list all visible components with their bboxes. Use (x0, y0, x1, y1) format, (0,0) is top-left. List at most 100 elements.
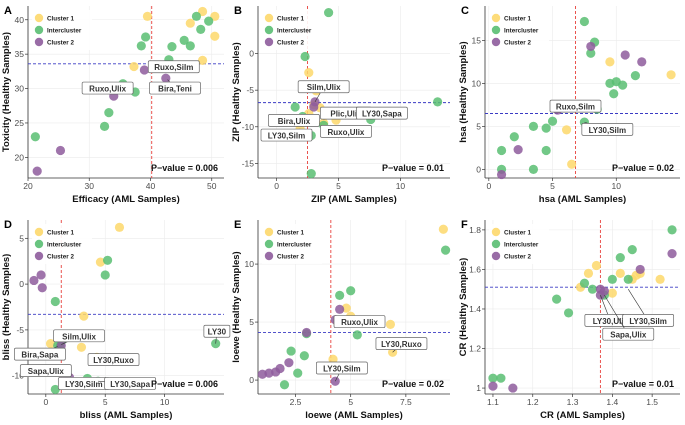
point-label: Silm,Ulix (307, 83, 341, 92)
data-point (142, 11, 153, 21)
x-tick-label: 50 (207, 181, 217, 191)
data-point (346, 286, 356, 296)
data-point (328, 354, 338, 364)
y-tick-label: 0 (476, 164, 481, 174)
point-label: Ruxo,Ulix (89, 85, 126, 94)
data-point (167, 41, 177, 52)
y-tick-label: 1.4 (469, 304, 481, 314)
point-label: Ruxo,Silm (556, 103, 595, 112)
x-tick-label: 5 (336, 181, 341, 191)
point-label-box (333, 315, 386, 328)
x-tick-label: 30 (85, 181, 95, 191)
legend-swatch (491, 25, 501, 35)
data-point (513, 145, 523, 155)
panel-letter: B (234, 5, 242, 17)
data-point (579, 16, 590, 27)
data-point (114, 222, 125, 232)
point-label: LY30,Silm (629, 317, 667, 326)
data-point (286, 346, 296, 356)
legend-label: Cluster 2 (277, 254, 304, 261)
y-tick-label: 25 (15, 118, 25, 128)
data-point (102, 255, 113, 265)
p-value: P−value = 0.006 (151, 163, 218, 173)
data-point (32, 166, 42, 176)
data-point (204, 16, 214, 26)
point-label-box (581, 122, 634, 136)
data-point (104, 108, 114, 118)
p-value: P−value = 0.006 (151, 379, 218, 389)
point-label: LY30,Silm (268, 132, 306, 141)
point-label: LY30,Sapa (110, 380, 150, 389)
panel-f: 1.1 1.2 1.3 1.4 1.5 1 1.2 1.4 1.6 1.8 LY30,Ulix LY3… (458, 219, 680, 421)
y-axis-title: Toxicity (Healthy Samples) (1, 32, 12, 152)
legend-swatch (264, 13, 274, 23)
point-label: Bira,Sapa (21, 351, 58, 360)
y-tick-label: 15 (472, 35, 482, 45)
data-point (666, 70, 676, 80)
x-tick-label: 1.5 (646, 397, 658, 407)
data-point (618, 80, 628, 90)
point-label-box (203, 324, 231, 338)
point-label: Ruxo,Silm (154, 63, 193, 72)
x-tick-label: 0 (43, 397, 48, 407)
data-point (306, 169, 316, 179)
data-point (185, 18, 195, 28)
panel-e: 2.5 5 7.5 0 5 10 Ruxo,Ulix LY30,Ruxo LY30,Silm Cl… (231, 219, 451, 421)
y-tick-label: -5 (246, 85, 254, 95)
y-axis-title: CR (Healthy Samples) (458, 258, 469, 357)
data-point (299, 351, 309, 361)
y-axis-title: loewe (Healthy Samples) (231, 251, 242, 362)
point-label: LY30,Ruxo (93, 356, 134, 365)
y-tick-label: 0 (249, 375, 254, 385)
point-label-box (104, 377, 157, 390)
data-point (563, 308, 574, 318)
y-tick-label: 0 (19, 279, 24, 289)
legend-label: Intercluster (47, 242, 82, 249)
x-tick-label: 1.4 (606, 397, 618, 407)
data-point (95, 257, 106, 267)
data-point (45, 339, 56, 349)
y-tick-label: 5 (19, 233, 24, 243)
legend-swatch (491, 251, 501, 261)
data-point (129, 61, 139, 72)
data-point (293, 368, 303, 378)
point-label-box (147, 60, 200, 74)
panel-c: 0 5 10 0 5 10 15 Ruxo,Silm LY30,Silm Cluster 1 Int… (458, 5, 680, 205)
data-point (301, 327, 312, 338)
legend-label: Cluster 1 (47, 16, 74, 23)
x-axis-title: ZIP (AML Samples) (311, 194, 397, 205)
data-point (496, 145, 507, 156)
legend-swatch (264, 25, 274, 35)
data-point (284, 358, 294, 368)
point-label-box (297, 80, 350, 94)
legend-swatch (34, 239, 44, 249)
data-point (630, 71, 640, 81)
legend-swatch (34, 37, 44, 47)
data-point (279, 380, 290, 390)
data-point (210, 31, 220, 41)
x-axis-title: Efficacy (AML Samples) (72, 194, 180, 205)
x-tick-label: 2.5 (290, 397, 302, 407)
data-point (99, 121, 110, 131)
data-point (30, 132, 40, 142)
legend-label: Intercluster (47, 28, 82, 35)
data-point (139, 65, 149, 75)
x-tick-label: 10 (396, 181, 406, 191)
y-tick-label: -10 (242, 122, 255, 132)
x-tick-label: 5 (550, 181, 555, 191)
point-label: Bira,Ulix (278, 117, 311, 126)
point-label-box (549, 99, 602, 113)
point-label-box (602, 327, 655, 341)
data-point (552, 294, 562, 304)
legend-swatch (491, 37, 501, 47)
x-tick-label: 10 (160, 397, 170, 407)
x-tick-label: 5 (103, 397, 108, 407)
y-tick-label: 1.2 (469, 344, 481, 354)
data-point (508, 383, 518, 393)
point-label: Bira,Teni (158, 85, 192, 94)
y-axis-title: ZIP (Healthy Samples) (231, 42, 242, 142)
point-label-box (320, 125, 372, 138)
panel-letter: E (234, 219, 241, 231)
data-point (496, 373, 506, 383)
